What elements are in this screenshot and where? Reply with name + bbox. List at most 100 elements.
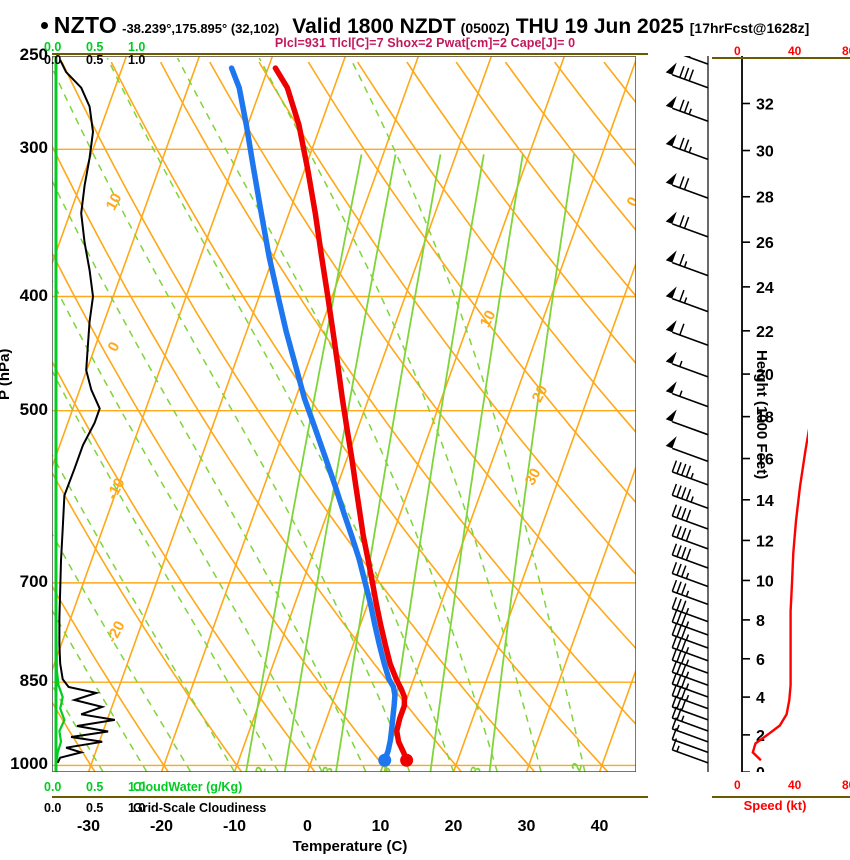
speed-axis-title: Speed (kt) <box>743 798 807 813</box>
temperature-tick-20: 20 <box>444 818 463 835</box>
svg-text:-20: -20 <box>103 618 128 645</box>
temperature-tick-0: 0 <box>303 818 312 835</box>
wind-barb <box>671 543 709 569</box>
height-speed-canvas: 02468101214161820222426283032 <box>741 56 808 772</box>
wind-barb <box>671 672 709 698</box>
valid-date: THU 19 Jun 2025 <box>515 15 684 38</box>
forecast-info: [17hrFcst@1628z] <box>689 20 810 36</box>
wind-barb <box>671 579 709 606</box>
skewt-canvas: 10 0 -10 -20 0 10 20 30 2 3 5 8 12 <box>52 56 636 772</box>
svg-text:30: 30 <box>756 144 774 161</box>
legend-divider-top <box>52 53 648 55</box>
wind-barb <box>665 211 709 238</box>
pressure-axis-title: P (hPa) <box>0 348 13 400</box>
svg-text:14: 14 <box>756 493 774 510</box>
svg-text:10: 10 <box>756 573 774 590</box>
cloudiness-top-tick-1: 0.5 <box>86 53 104 67</box>
height-axis-title: Height (1000 Feet) <box>753 350 770 480</box>
speed-top-tick-0: 0 <box>734 44 741 58</box>
svg-text:28: 28 <box>756 190 774 207</box>
svg-text:5: 5 <box>376 764 394 772</box>
temperature-tick--20: -20 <box>149 818 174 835</box>
legend-divider <box>52 796 648 798</box>
header: NZTO -38.239°,175.895° (32,102) Valid 18… <box>0 12 850 38</box>
valid-time: Valid 1800 NZDT <box>292 15 456 38</box>
cloudwater-bottom-tick-1: 0.5 <box>86 780 104 794</box>
valid-time-utc: (0500Z) <box>460 20 510 36</box>
height-speed-panel: 02468101214161820222426283032 <box>712 56 808 772</box>
wind-barb <box>671 660 709 686</box>
station-coordinates: -38.239°,175.895° (32,102) <box>122 21 280 36</box>
speed-top-tick-40: 40 <box>788 44 802 58</box>
wind-barb <box>665 96 709 123</box>
svg-text:32: 32 <box>756 96 774 113</box>
cloudiness-bottom-tick-2: 1.0 <box>128 801 146 815</box>
svg-text:8: 8 <box>756 613 765 630</box>
svg-text:-10: -10 <box>103 475 128 502</box>
svg-text:2: 2 <box>251 764 269 772</box>
svg-text:2: 2 <box>756 728 765 745</box>
wind-barb <box>683 56 709 65</box>
svg-text:10: 10 <box>477 308 500 331</box>
svg-text:24: 24 <box>756 280 774 297</box>
wind-barb <box>665 286 709 313</box>
wind-barb <box>671 610 709 636</box>
temperature-tick-30: 30 <box>517 818 536 835</box>
svg-text:0: 0 <box>105 339 124 354</box>
svg-text:30: 30 <box>522 466 545 489</box>
station-marker-icon <box>40 22 48 29</box>
wind-barb-canvas <box>665 56 709 772</box>
svg-text:16: 16 <box>756 452 774 469</box>
wind-barb <box>671 483 709 509</box>
wind-barb <box>671 561 709 588</box>
temperature-tick--10: -10 <box>222 818 247 835</box>
pressure-tick-1000: 1000 <box>10 754 48 774</box>
sounding-parameters: Plcl=931 Tlcl[C]=7 Shox=2 Pwat[cm]=2 Cap… <box>274 36 576 50</box>
wind-barb <box>665 351 709 378</box>
cloudwater-bottom-tick-0: 0.0 <box>44 780 62 794</box>
speed-bottom-tick-40: 40 <box>788 778 802 792</box>
pressure-tick-250: 250 <box>19 45 48 64</box>
cloudiness-legend-label: Grid-Scale Cloudiness <box>133 801 267 815</box>
pressure-tick-850: 850 <box>19 671 48 691</box>
wind-barb-column <box>660 56 712 772</box>
svg-text:12: 12 <box>756 533 774 550</box>
svg-text:8: 8 <box>466 764 484 772</box>
cloudiness-top-tick-0: 0.0 <box>44 53 62 67</box>
cloudwater-top-tick-1: 0.5 <box>86 40 104 54</box>
speed-axis-divider-top <box>712 57 850 59</box>
wind-barb <box>665 62 709 89</box>
wind-barb <box>671 597 709 623</box>
pressure-tick-300: 300 <box>19 138 48 158</box>
wind-barb <box>671 684 709 710</box>
svg-text:0: 0 <box>624 194 636 209</box>
speed-top-tick-80: 80 <box>842 44 850 58</box>
wind-barb <box>665 436 709 463</box>
wind-barb <box>671 504 709 530</box>
speed-axis-divider <box>712 796 850 798</box>
cloudiness-top-tick-2: 1.0 <box>128 53 146 67</box>
wind-barb <box>665 172 709 199</box>
wind-barb <box>665 134 709 161</box>
svg-text:4: 4 <box>756 690 765 707</box>
pressure-tick-500: 500 <box>19 399 48 419</box>
temperature-axis-title: Temperature (C) <box>292 838 408 855</box>
svg-text:18: 18 <box>756 410 774 427</box>
wind-barb <box>665 409 709 436</box>
pressure-tick-400: 400 <box>19 285 48 305</box>
wind-barb <box>671 648 709 674</box>
cloudiness-bottom-tick-1: 0.5 <box>86 801 104 815</box>
speed-bottom-tick-80: 80 <box>842 778 850 792</box>
temperature-tick-10: 10 <box>371 818 390 835</box>
wind-barb <box>665 381 709 408</box>
cloudwater-top-tick-2: 1.0 <box>128 40 146 54</box>
temperature-tick--30: -30 <box>76 818 101 835</box>
station-id: NZTO <box>53 12 118 38</box>
cloudwater-bottom-tick-2: 1.0 <box>128 780 146 794</box>
svg-text:22: 22 <box>756 324 774 341</box>
svg-text:20: 20 <box>529 383 552 406</box>
wind-barb <box>665 250 709 277</box>
wind-barb <box>671 636 709 662</box>
svg-text:10: 10 <box>103 191 126 214</box>
svg-text:26: 26 <box>756 235 774 252</box>
